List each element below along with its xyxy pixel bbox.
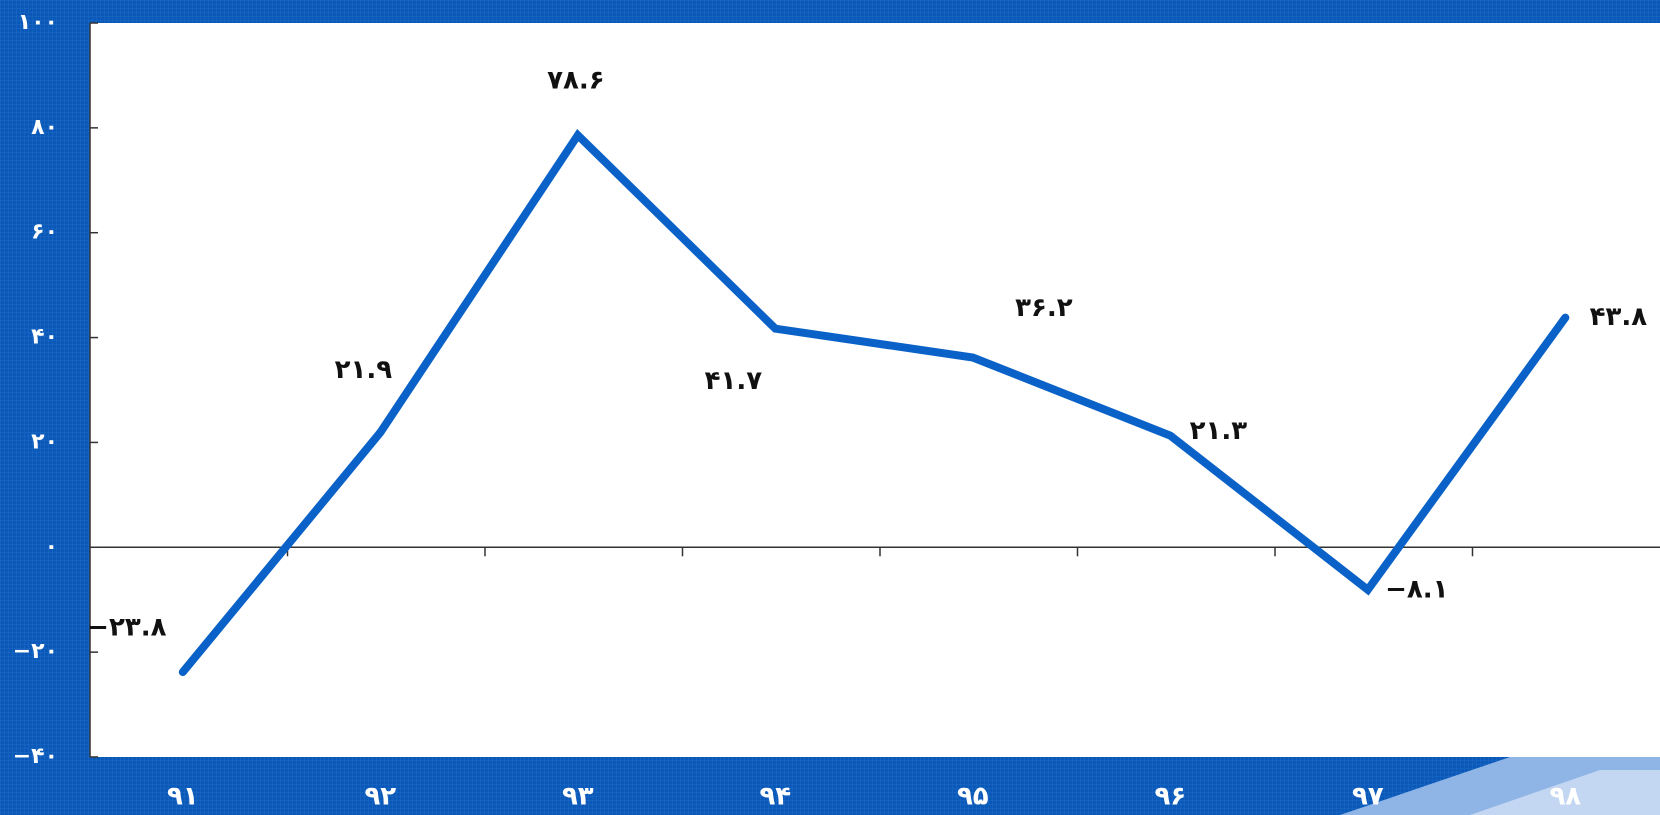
data-label: ۲۱.۹ bbox=[335, 355, 393, 385]
data-label: ۴۱.۷ bbox=[705, 366, 763, 396]
data-label: ۴۳.۸ bbox=[1590, 302, 1648, 332]
data-label: −۲۳.۸ bbox=[87, 613, 166, 643]
data-label: −۸.۱ bbox=[1385, 574, 1448, 604]
x-tick-label: ۹۳ bbox=[562, 782, 594, 812]
line bbox=[178, 128, 1570, 677]
x-tick-label: ۹۲ bbox=[364, 782, 396, 812]
data-label: ۲۱.۳ bbox=[1190, 416, 1248, 446]
plot-area bbox=[90, 23, 1660, 757]
y-tick-label: ۲۰ bbox=[31, 429, 58, 454]
x-tick-label: ۹۷ bbox=[1352, 782, 1384, 812]
y-tick-label: ۶۰ bbox=[31, 220, 58, 245]
y-tick-label: −۲۰ bbox=[13, 639, 58, 664]
y-tick-label: ۸۰ bbox=[31, 115, 58, 140]
y-tick-label: ۰ bbox=[45, 534, 58, 559]
decoration bbox=[1470, 770, 1660, 815]
x-tick-label: ۹۱ bbox=[167, 782, 199, 812]
y-tick-label: −۴۰ bbox=[13, 744, 58, 769]
x-tick-label: ۹۸ bbox=[1549, 782, 1581, 812]
y-tick-label: ۱۰۰ bbox=[18, 10, 58, 35]
x-tick-label: ۹۴ bbox=[759, 782, 791, 812]
x-tick-label: ۹۶ bbox=[1154, 782, 1186, 812]
data-label: ۳۶.۲ bbox=[1015, 293, 1073, 323]
x-tick-label: ۹۵ bbox=[957, 782, 989, 812]
data-label: ۷۸.۶ bbox=[547, 66, 604, 96]
y-tick-label: ۴۰ bbox=[31, 325, 58, 350]
